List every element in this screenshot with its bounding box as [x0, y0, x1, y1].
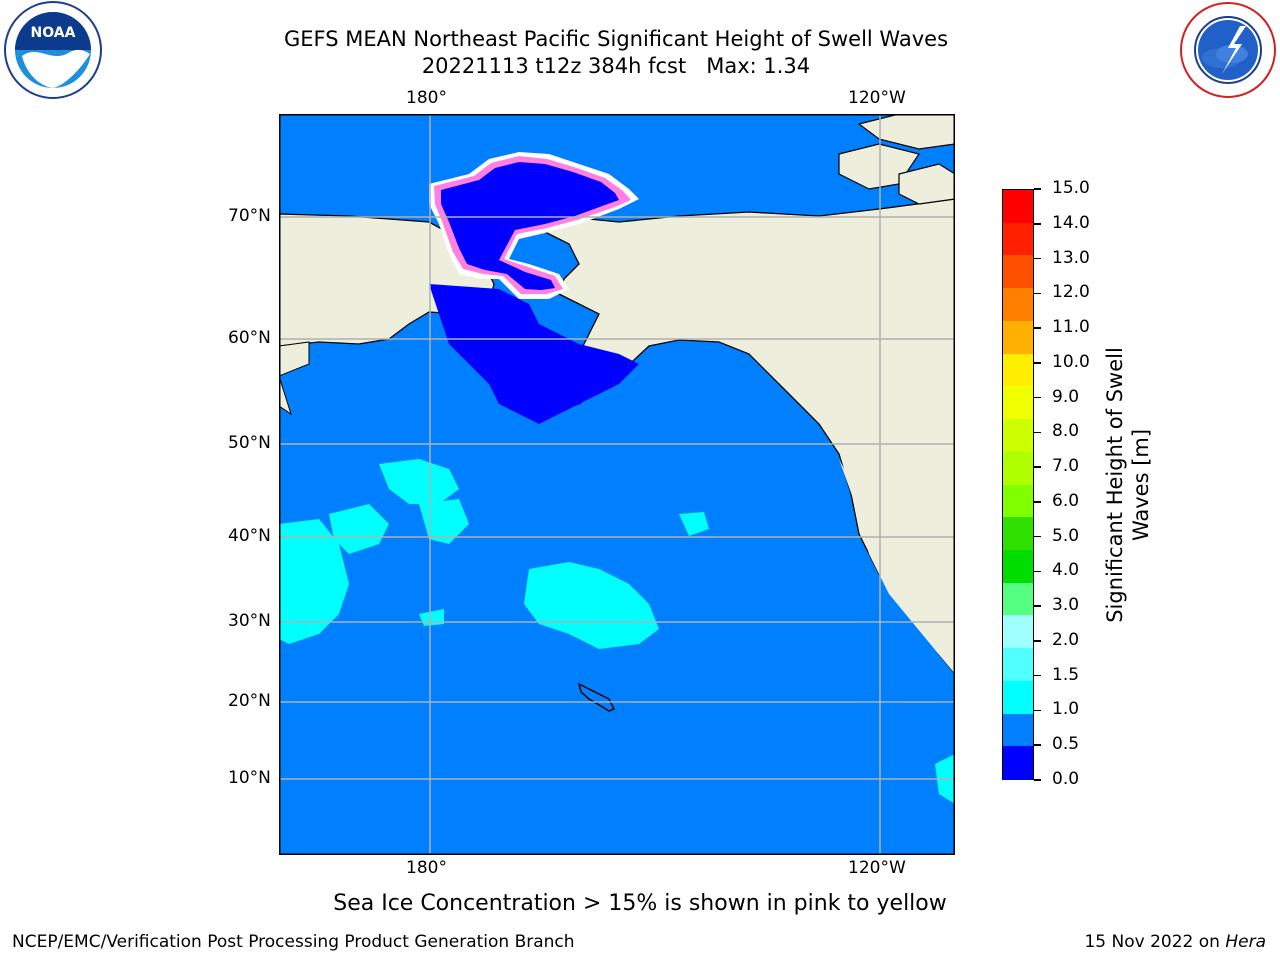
lat-label-30n: 30°N [228, 611, 271, 631]
lat-label-70n: 70°N [228, 206, 271, 226]
sea-ice-region [441, 162, 619, 290]
colorbar-segment [1003, 648, 1033, 682]
colorbar-tick-label: 2.0 [1052, 629, 1080, 650]
colorbar-segment [1003, 680, 1033, 715]
map-frame [279, 114, 955, 855]
chart-subtitle: 20221113 t12z 384h fcst Max: 1.34 [421, 54, 811, 78]
noaa-logo: NOAA [0, 0, 108, 100]
swell-patch-3 [279, 519, 349, 644]
footer-date: 15 Nov 2022 on [1084, 932, 1226, 952]
colorbar-tick-mark [1034, 535, 1041, 538]
colorbar-tick-label: 1.0 [1052, 699, 1080, 720]
colorbar-segment [1003, 582, 1033, 617]
chart-title: GEFS MEAN Northeast Pacific Significant … [283, 27, 949, 51]
sea-ice-note: Sea Ice Concentration > 15% is shown in … [333, 891, 947, 916]
colorbar-segment [1003, 517, 1033, 552]
colorbar-tick-mark [1034, 362, 1041, 364]
colorbar-tick-mark [1034, 466, 1041, 468]
lon-label-bottom-180: 180° [406, 858, 447, 878]
lon-label-top-180: 180° [406, 88, 447, 108]
colorbar-segment [1003, 386, 1033, 421]
colorbar-segment [1003, 320, 1033, 355]
lat-label-40n: 40°N [228, 526, 271, 546]
colorbar-tick-mark [1034, 327, 1041, 329]
colorbar-segment [1003, 255, 1033, 290]
colorbar-segment [1003, 746, 1033, 781]
lat-label-60n: 60°N [228, 328, 271, 348]
colorbar-segment [1003, 190, 1033, 224]
colorbar-tick-mark [1034, 570, 1041, 573]
lat-label-10n: 10°N [228, 768, 271, 788]
colorbar-tick-mark [1034, 292, 1041, 295]
bering-sea-low [429, 284, 639, 424]
colorbar-tick-mark [1034, 605, 1041, 607]
colorbar-tick-mark [1034, 640, 1041, 642]
footer-left: NCEP/EMC/Verification Post Processing Pr… [12, 932, 575, 952]
colorbar-tick-label: 1.5 [1052, 664, 1080, 685]
colorbar-tick-label: 12.0 [1052, 282, 1090, 303]
colorbar-tick-label: 0.0 [1052, 769, 1080, 789]
colorbar-tick-label: 13.0 [1052, 247, 1090, 268]
colorbar-tick-label: 10.0 [1052, 351, 1090, 372]
colorbar-tick-label: 8.0 [1052, 421, 1080, 442]
colorbar-label-line2: Waves [m] [1129, 428, 1153, 542]
colorbar-tick-mark [1034, 709, 1041, 712]
colorbar-tick-mark [1034, 674, 1041, 677]
colorbar-tick-mark [1034, 501, 1041, 503]
map-gridlines [279, 114, 955, 855]
map-panel [278, 113, 956, 855]
colorbar-tick-mark [1034, 223, 1041, 225]
colorbar-segment [1003, 713, 1033, 748]
colorbar-segment [1003, 451, 1033, 486]
swell-patch-2 [379, 459, 459, 504]
lon-label-top-120w: 120°W [848, 88, 906, 108]
footer-right: 15 Nov 2022 on Hera [1084, 932, 1266, 952]
colorbar-tick-label: 9.0 [1052, 386, 1080, 407]
colorbar-segment [1003, 419, 1033, 453]
colorbar-segment [1003, 222, 1033, 257]
colorbar-segment [1003, 484, 1033, 519]
colorbar-tick-label: 0.5 [1052, 734, 1080, 755]
colorbar-tick-label: 5.0 [1052, 525, 1080, 546]
colorbar-tick-mark [1034, 396, 1041, 399]
colorbar-tick-label: 6.0 [1052, 490, 1080, 511]
colorbar-tick-label: 3.0 [1052, 595, 1080, 616]
colorbar-segment [1003, 353, 1033, 388]
colorbar-tick-mark [1034, 779, 1041, 781]
noaa-logo-text: NOAA [31, 25, 76, 41]
colorbar-segment [1003, 288, 1033, 323]
colorbar-tick-label: 14.0 [1052, 212, 1090, 233]
lat-label-20n: 20°N [228, 691, 271, 711]
colorbar-tick-mark [1034, 744, 1041, 746]
colorbar-tick-label: 4.0 [1052, 560, 1080, 581]
colorbar [1002, 189, 1034, 781]
colorbar-tick-mark [1034, 431, 1041, 434]
lon-label-bottom-120w: 120°W [848, 858, 906, 878]
lat-label-50n: 50°N [228, 433, 271, 453]
colorbar-segment [1003, 615, 1033, 650]
colorbar-label-line1: Significant Height of Swell [1103, 347, 1127, 623]
colorbar-tick-label: 11.0 [1052, 317, 1090, 338]
nws-logo [1176, 0, 1280, 100]
colorbar-tick-label: 15.0 [1052, 178, 1090, 198]
footer-host: Hera [1225, 932, 1266, 952]
hawaii-islands [577, 682, 616, 712]
colorbar-segment [1003, 549, 1033, 584]
colorbar-tick-label: 7.0 [1052, 456, 1080, 477]
swell-patch-1 [524, 562, 659, 649]
colorbar-tick-mark [1034, 188, 1041, 190]
colorbar-tick-mark [1034, 257, 1041, 260]
